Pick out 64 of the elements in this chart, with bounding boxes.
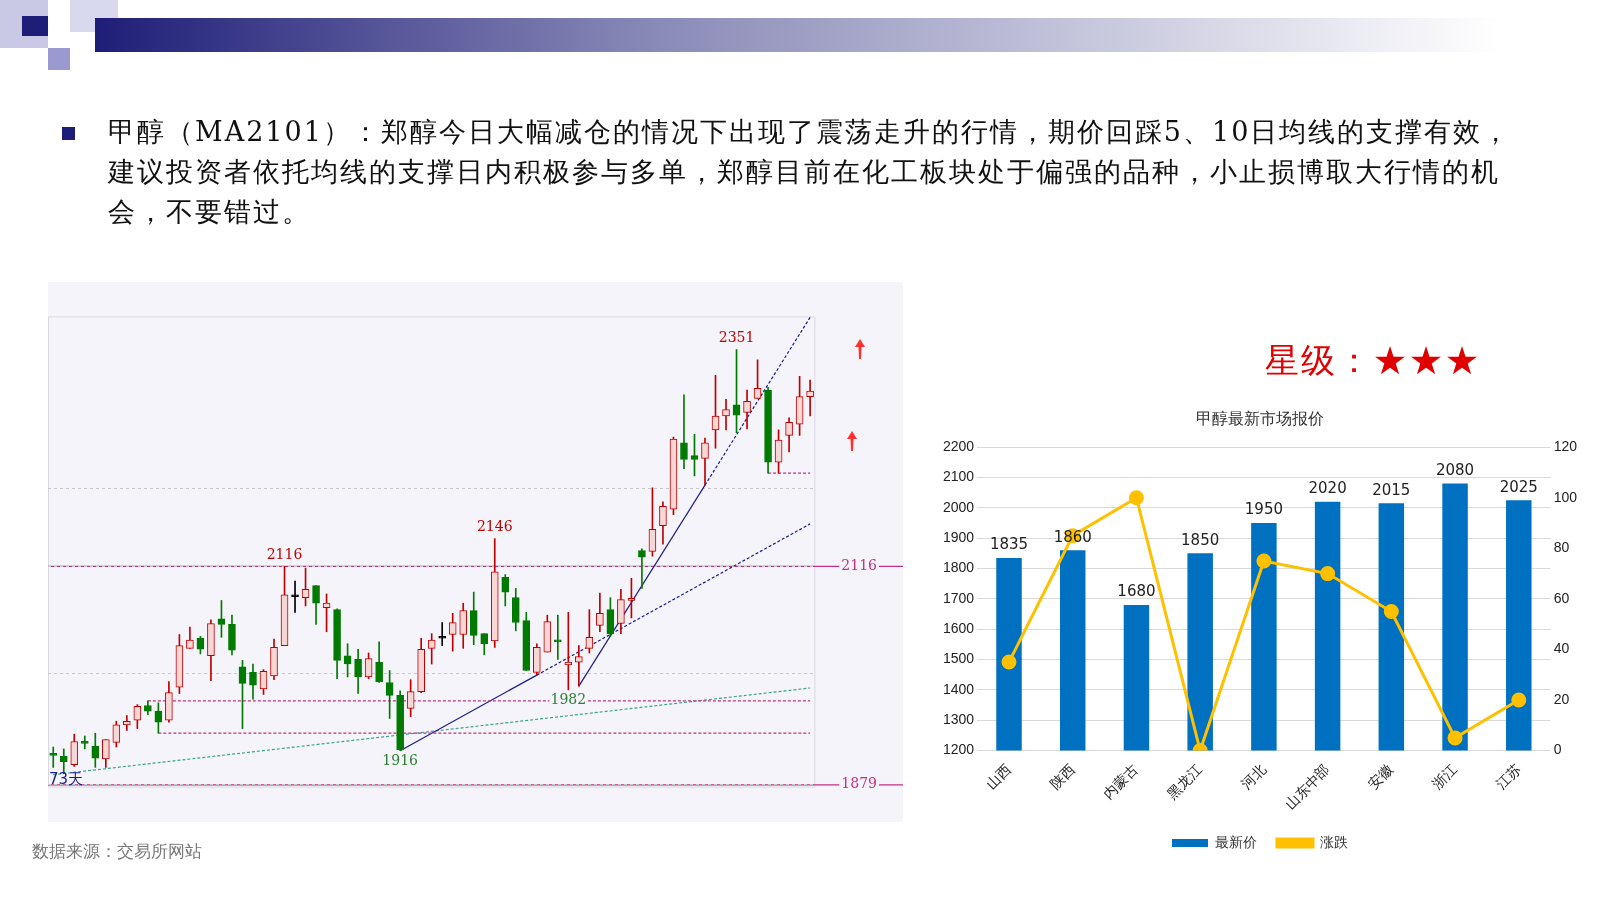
candlestick (49, 746, 58, 768)
candlestick (575, 645, 583, 687)
annotation: 2351 (718, 329, 755, 346)
candlestick (123, 715, 131, 731)
y2-tick-label: 80 (1553, 539, 1570, 556)
annotation: 2116 (266, 545, 303, 562)
annotation: 2146 (476, 518, 513, 535)
y2-tick-label: 60 (1553, 589, 1570, 606)
data-label: 1680 (1117, 582, 1156, 601)
y-tick-label: 1700 (942, 589, 975, 606)
y-tick-label: 1600 (942, 620, 975, 637)
data-label: 2080 (1435, 460, 1475, 479)
y-tick-label: 1500 (942, 650, 975, 667)
y-tick-label: 2000 (942, 498, 975, 515)
y2-tick-label: 120 (1553, 438, 1578, 455)
candlestick (291, 580, 299, 613)
data-label: 1850 (1181, 530, 1220, 549)
x-tick-label: 黑龙江 (1164, 761, 1206, 803)
candlestick (806, 379, 814, 417)
y2-tick-label: 20 (1553, 690, 1570, 707)
x-tick-label: 山东中部 (1281, 761, 1333, 812)
x-tick-label: 陕西 (1046, 761, 1078, 793)
point (1256, 553, 1272, 569)
x-tick-label: 安徽 (1365, 761, 1397, 793)
point (1128, 490, 1144, 506)
data-label: 1835 (989, 535, 1029, 554)
y-tick-label: 1300 (942, 711, 975, 728)
data-label: 1950 (1244, 500, 1283, 519)
x-tick-label: 江苏 (1492, 761, 1524, 793)
y-tick-label: 1879 (841, 775, 878, 792)
y2-tick-label: 100 (1553, 488, 1578, 505)
candlestick (680, 394, 688, 469)
candlestick (638, 548, 646, 589)
source-note: 数据来源：交易所网站 (32, 840, 202, 863)
point (1383, 604, 1399, 619)
y-tick-label: 2200 (942, 438, 975, 455)
data-label: 2020 (1308, 479, 1347, 498)
y-tick-label: 1400 (942, 680, 975, 697)
legend-label: 涨跌 (1320, 833, 1348, 850)
candlestick (722, 399, 730, 431)
y-tick-label: 1200 (942, 741, 975, 758)
y2-tick-label: 0 (1553, 741, 1562, 758)
x-tick-label: 内蒙古 (1100, 761, 1142, 803)
annotation: 1916 (382, 752, 419, 769)
legend-label: 最新价 (1215, 833, 1257, 850)
annotation: 73天 (49, 769, 84, 788)
point (1001, 654, 1017, 670)
data-label: 2025 (1499, 477, 1538, 496)
x-tick-label: 河北 (1237, 761, 1269, 793)
point (1447, 730, 1463, 746)
y2-tick-label: 40 (1553, 640, 1570, 657)
text: 星级：★★★ (1265, 339, 1481, 382)
x-tick-label: 浙江 (1428, 761, 1460, 793)
chart-title: 甲醇（MA2101）：郑醇今日大幅减仓的情况下出现了震荡走升的行情，期价回踩5、10日均线的支撑有效，建议投资者依托均线的支撑日内积极参与多单，郑醇目前在化工板块处于偏强的品种，小止损博取大行情的机会，不要错过。 (108, 115, 1513, 229)
x-tick-label: 山西 (982, 761, 1014, 793)
annotation: 1982 (550, 691, 587, 708)
point (1320, 566, 1336, 582)
y-tick-label: 1900 (942, 529, 975, 546)
data-label: 2015 (1372, 480, 1411, 499)
y-tick-label: 2100 (942, 468, 975, 485)
point (1511, 692, 1527, 708)
y-tick-label: 1800 (942, 559, 975, 576)
chart-title: 甲醇最新市场报价 (1196, 408, 1324, 428)
candlestick (438, 622, 447, 646)
